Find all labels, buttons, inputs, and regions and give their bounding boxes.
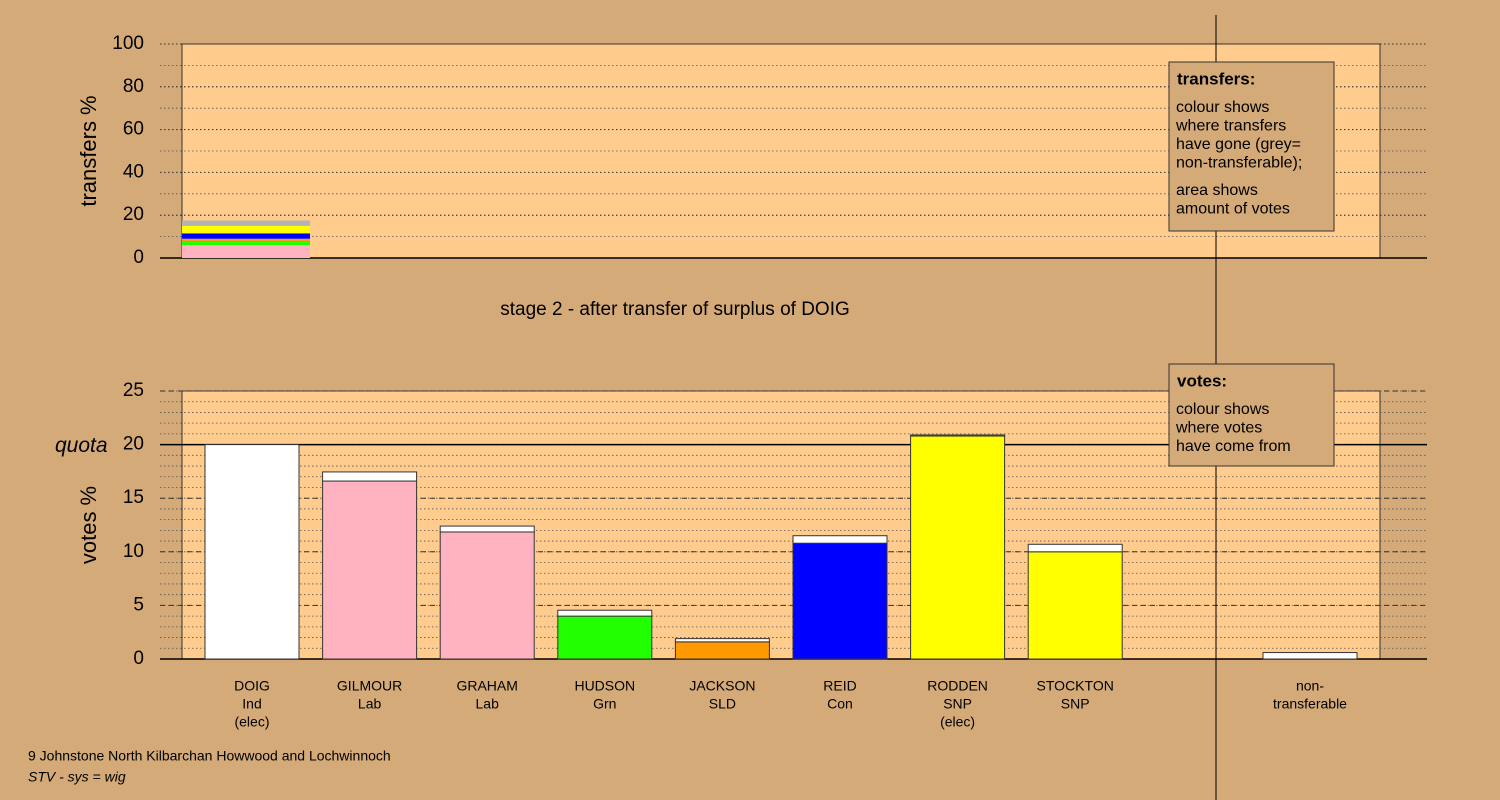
y-tick-label: 5 (133, 594, 144, 615)
x-tick-label: Grn (593, 696, 616, 712)
bar-transfer (439, 525, 535, 533)
bar-segment (182, 245, 310, 251)
legend-text: where votes (1175, 420, 1262, 437)
legend-text: colour shows (1176, 99, 1269, 116)
legend-text: have gone (grey= (1176, 136, 1301, 153)
x-tick-label: (elec) (940, 714, 975, 730)
x-tick-label: SNP (943, 696, 972, 712)
bar-transfer (674, 638, 770, 643)
bar-segment (182, 220, 310, 226)
bar-segment (182, 250, 310, 258)
bar-own (674, 641, 770, 660)
legend-box (1168, 363, 1335, 467)
x-tick-label: Lab (476, 696, 500, 712)
y-tick-label: 0 (133, 247, 144, 268)
legend-text: colour shows (1176, 401, 1269, 418)
bar-segment (182, 231, 310, 234)
bar-own (557, 615, 653, 660)
legend-box (1168, 61, 1335, 232)
y-axis-label: transfers % (76, 95, 101, 206)
stage-title: stage 2 - after transfer of surplus of D… (500, 299, 850, 320)
y-tick-label: 20 (123, 204, 144, 225)
legend-text: non-transferable); (1176, 155, 1302, 172)
bar-transfer (557, 609, 653, 617)
y-tick-label: 0 (133, 648, 144, 669)
bar-segment (182, 225, 310, 232)
y-tick-label: 100 (112, 33, 144, 54)
quota-label: quota (55, 434, 108, 457)
x-tick-label: Ind (242, 696, 261, 712)
x-tick-label: SNP (1061, 696, 1090, 712)
legend-text: amount of votes (1176, 201, 1290, 218)
x-tick-label: non- (1296, 678, 1324, 694)
x-tick-label: SLD (709, 696, 736, 712)
x-tick-label: RODDEN (927, 678, 988, 694)
bar-segment (182, 233, 310, 239)
bar-own (439, 531, 535, 660)
bar-transfer (1027, 543, 1123, 553)
bar-own (204, 444, 300, 660)
x-tick-label: REID (823, 678, 856, 694)
x-tick-label: GRAHAM (456, 678, 517, 694)
y-tick-label: 60 (123, 119, 144, 140)
bar-segment (182, 240, 310, 246)
bar-segment (182, 238, 310, 241)
bar-transfer (910, 434, 1006, 437)
x-tick-label: (elec) (234, 714, 269, 730)
y-tick-label: 40 (123, 161, 144, 182)
bar-own (1027, 551, 1123, 660)
x-tick-label: DOIG (234, 678, 270, 694)
y-tick-label: 20 (123, 434, 144, 455)
y-tick-label: 80 (123, 76, 144, 97)
bar-transfer (1262, 652, 1358, 660)
bar-own (792, 542, 888, 660)
bar-own (910, 435, 1006, 660)
x-tick-label: HUDSON (574, 678, 635, 694)
y-tick-label: 10 (123, 541, 144, 562)
x-tick-label: STOCKTON (1037, 678, 1114, 694)
legend-text: have come from (1176, 438, 1291, 455)
x-tick-label: JACKSON (689, 678, 755, 694)
y-axis-label: votes % (76, 486, 101, 564)
legend-title: votes: (1177, 371, 1227, 390)
bar-own (322, 480, 418, 660)
bar-transfer (792, 535, 888, 544)
x-tick-label: Lab (358, 696, 382, 712)
y-tick-label: 25 (123, 380, 144, 401)
y-tick-label: 15 (123, 487, 144, 508)
legend-text: where transfers (1175, 118, 1286, 135)
x-tick-label: Con (827, 696, 853, 712)
footer: 9 Johnstone North Kilbarchan Howwood and… (28, 748, 391, 764)
legend-title: transfers: (1177, 69, 1255, 88)
x-tick-label: GILMOUR (337, 678, 402, 694)
bar-transfer (322, 471, 418, 482)
x-tick-label: transferable (1273, 696, 1347, 712)
legend-text: area shows (1176, 182, 1258, 199)
footer: STV - sys = wig (28, 769, 126, 785)
